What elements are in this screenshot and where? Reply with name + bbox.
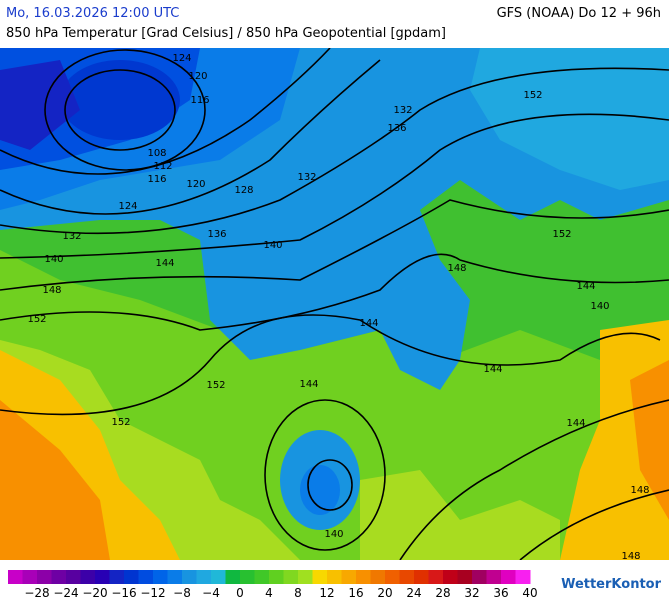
contour-label: 148 (42, 285, 61, 296)
colorbar-label: 16 (348, 586, 363, 600)
colorbar-swatch (312, 570, 328, 584)
contour-label: 120 (186, 179, 205, 190)
colorbar-label: 36 (493, 586, 508, 600)
colorbar-swatch (486, 570, 502, 584)
contour-label: 144 (566, 418, 585, 429)
contour-label: 124 (118, 201, 137, 212)
colorbar-swatch (370, 570, 386, 584)
colorbar-swatch (443, 570, 458, 584)
colorbar-swatch (124, 570, 139, 584)
colorbar-swatch (341, 570, 357, 584)
colorbar-swatch (66, 570, 81, 584)
contour-label: 132 (393, 105, 412, 116)
colorbar-swatch (457, 570, 473, 584)
colorbar-swatch (225, 570, 241, 584)
colorbar-label: 24 (406, 586, 421, 600)
contour-label: 152 (111, 417, 130, 428)
colorbar-swatch (515, 570, 531, 584)
colorbar-label: −16 (111, 586, 136, 600)
colorbar-label: 0 (236, 586, 244, 600)
colorbar-label: 40 (522, 586, 537, 600)
colorbar-swatch (269, 570, 284, 584)
colorbar-swatch (8, 570, 23, 584)
contour-label: 140 (324, 529, 343, 540)
contour-label: 120 (188, 71, 207, 82)
contour-label: 136 (387, 123, 406, 134)
contour-label: 144 (483, 364, 502, 375)
colorbar-label: 32 (464, 586, 479, 600)
contour-label: 152 (206, 380, 225, 391)
contour-label: 144 (576, 281, 595, 292)
contour-label: 124 (172, 53, 191, 64)
contour-label: 140 (263, 240, 282, 251)
colorbar-swatch (414, 570, 429, 584)
colorbar-swatch (501, 570, 516, 584)
colorbar-swatch (80, 570, 96, 584)
contour-label: 128 (234, 185, 253, 196)
colorbar-label: 20 (377, 586, 392, 600)
colorbar-label: −24 (53, 586, 78, 600)
colorbar-label: −8 (173, 586, 191, 600)
colorbar-swatch (356, 570, 371, 584)
contour-label: 152 (523, 90, 542, 101)
colorbar-swatch (138, 570, 154, 584)
colorbar-swatch (37, 570, 52, 584)
colorbar-swatch (254, 570, 270, 584)
colorbar-swatch (472, 570, 487, 584)
colorbar-label: −4 (202, 586, 220, 600)
subtitle: 850 hPa Temperatur [Grad Celsius] / 850 … (6, 26, 447, 41)
colorbar-swatch (167, 570, 183, 584)
colorbar-swatch (385, 570, 400, 584)
colorbar-swatch (22, 570, 38, 584)
colorbar-swatch (196, 570, 212, 584)
contour-label: 152 (552, 229, 571, 240)
colorbar-swatch (211, 570, 226, 584)
contour-label: 112 (153, 161, 172, 172)
contour-label: 148 (447, 263, 466, 274)
contour-label: 132 (297, 172, 316, 183)
colorbar-label: 28 (435, 586, 450, 600)
colorbar-swatch (298, 570, 313, 584)
colorbar-swatch (95, 570, 110, 584)
temperature-field (0, 48, 669, 560)
colorbar-swatch (327, 570, 342, 584)
contour-label: 152 (27, 314, 46, 325)
colorbar-label: 12 (319, 586, 334, 600)
contour-label: 148 (630, 485, 649, 496)
date: Mo, 16.03.2026 12:00 UTC (6, 6, 180, 21)
contour-label: 140 (590, 301, 609, 312)
logo: WetterKontor (561, 577, 661, 592)
contour-label: 108 (147, 148, 166, 159)
colorbar-label: −12 (140, 586, 165, 600)
colorbar-swatch (182, 570, 197, 584)
contour-label: 132 (62, 231, 81, 242)
colorbar-swatch (283, 570, 299, 584)
contour-label: 144 (299, 379, 318, 390)
colorbar-label: −20 (82, 586, 107, 600)
contour-label: 144 (359, 318, 378, 329)
colorbar-swatch (399, 570, 415, 584)
contour-label: 144 (155, 258, 174, 269)
contour-label: 116 (147, 174, 166, 185)
colorbar-label: −28 (24, 586, 49, 600)
colorbar-label: 8 (294, 586, 302, 600)
colorbar-swatch (428, 570, 444, 584)
contour-label: 116 (190, 95, 209, 106)
colorbar-swatch (51, 570, 67, 584)
colorbar-swatch (153, 570, 168, 584)
contour-label: 140 (44, 254, 63, 265)
contour-label: 148 (621, 551, 640, 562)
colorbar-swatch (240, 570, 255, 584)
model-run: GFS (NOAA) Do 12 + 96h (496, 6, 661, 21)
contour-label: 136 (207, 229, 226, 240)
colorbar-label: 4 (265, 586, 273, 600)
geopotential-contours (0, 48, 669, 560)
colorbar-swatch (109, 570, 125, 584)
